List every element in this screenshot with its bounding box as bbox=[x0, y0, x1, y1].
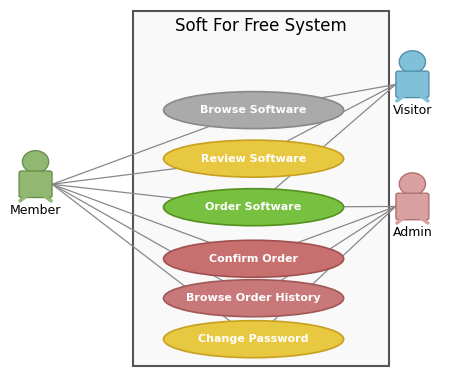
Text: Review Software: Review Software bbox=[201, 154, 306, 164]
Ellipse shape bbox=[164, 92, 344, 129]
FancyBboxPatch shape bbox=[19, 171, 52, 198]
Text: Admin: Admin bbox=[392, 226, 432, 239]
Ellipse shape bbox=[164, 280, 344, 317]
Text: Order Software: Order Software bbox=[205, 202, 302, 212]
Ellipse shape bbox=[164, 240, 344, 277]
Ellipse shape bbox=[164, 140, 344, 177]
Ellipse shape bbox=[399, 173, 426, 195]
Ellipse shape bbox=[399, 51, 426, 73]
Text: Browse Software: Browse Software bbox=[201, 105, 307, 115]
FancyBboxPatch shape bbox=[396, 193, 429, 220]
Text: Browse Order History: Browse Order History bbox=[186, 293, 321, 303]
Text: Change Password: Change Password bbox=[198, 334, 309, 344]
Text: Confirm Order: Confirm Order bbox=[209, 254, 298, 264]
FancyBboxPatch shape bbox=[133, 11, 389, 366]
Text: Member: Member bbox=[10, 204, 61, 216]
Ellipse shape bbox=[164, 321, 344, 358]
Ellipse shape bbox=[164, 189, 344, 226]
Ellipse shape bbox=[22, 151, 49, 173]
Text: Soft For Free System: Soft For Free System bbox=[175, 17, 346, 35]
FancyBboxPatch shape bbox=[396, 71, 429, 98]
Text: Visitor: Visitor bbox=[392, 104, 432, 117]
